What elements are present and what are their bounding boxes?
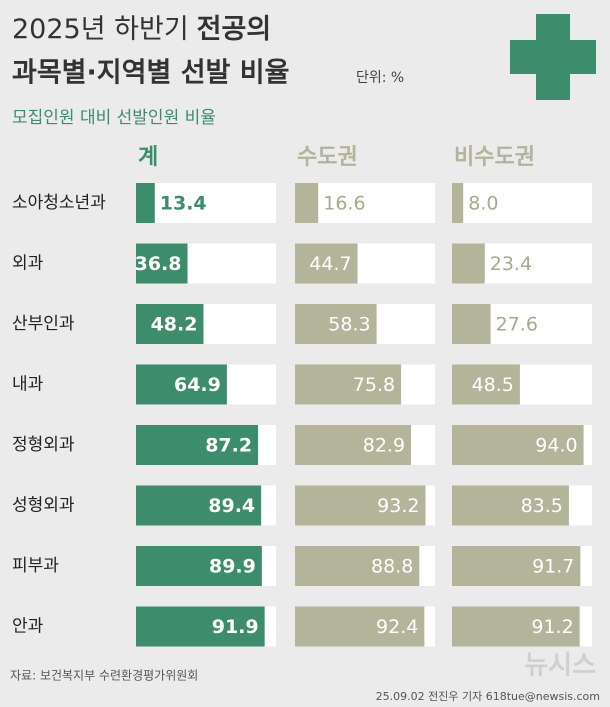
bar: [452, 606, 580, 647]
value-label: 16.6: [323, 193, 365, 215]
value-label: 64.9: [174, 374, 221, 396]
bar: [452, 485, 569, 526]
bar: [295, 304, 377, 344]
bar: [452, 364, 520, 405]
series-header: 계: [138, 145, 158, 170]
logo-cross: [510, 14, 596, 100]
value-label: 88.8: [371, 556, 413, 578]
category-label: 피부과: [12, 556, 59, 576]
value-label: 91.7: [532, 556, 574, 578]
value-label: 91.9: [212, 616, 259, 638]
bar-track: [295, 183, 435, 223]
value-label: 58.3: [328, 314, 370, 336]
category-label: 성형외과: [12, 496, 75, 516]
value-label: 83.5: [521, 495, 563, 517]
value-label: 82.9: [363, 435, 405, 457]
bar: [136, 606, 265, 647]
category-label: 정형외과: [12, 435, 75, 455]
value-label: 44.7: [309, 253, 351, 275]
bar: [295, 243, 358, 284]
bar: [136, 364, 227, 405]
bar: [295, 606, 425, 647]
title-light: 2025년 하반기: [12, 14, 189, 45]
category-label: 내과: [12, 375, 44, 395]
source: 자료: 보건복지부 수련환경평가위원회: [10, 669, 198, 683]
bar: [136, 485, 262, 526]
value-label: 27.6: [496, 314, 538, 336]
category-label: 안과: [12, 617, 44, 637]
value-label: 87.2: [205, 435, 252, 457]
bar-track: [136, 183, 276, 223]
credit: 25.09.02 전진우 기자 618tue@newsis.com: [376, 690, 600, 703]
bar: [452, 425, 584, 465]
bar: [452, 546, 581, 586]
bar: [136, 425, 259, 465]
bar: [295, 546, 420, 586]
cross-horizontal: [510, 40, 596, 74]
value-label: 13.4: [160, 193, 207, 215]
bar: [136, 183, 155, 223]
unit: 단위: %: [356, 70, 404, 86]
bar: [295, 485, 426, 526]
bar: [452, 304, 491, 344]
chart-title: 2025년 하반기 전공의: [12, 14, 271, 45]
value-label: 93.2: [377, 495, 419, 517]
bar: [452, 183, 464, 223]
value-label: 48.5: [472, 374, 514, 396]
bar: [295, 364, 402, 405]
value-label: 91.2: [531, 616, 573, 638]
bar: [136, 243, 188, 284]
value-label: 89.9: [209, 556, 256, 578]
value-label: 36.8: [135, 253, 182, 275]
chart-title-line2: 과목별·지역별 선발 비율: [12, 58, 289, 89]
value-label: 94.0: [535, 435, 577, 457]
bar-track: [452, 183, 592, 223]
bar: [136, 546, 262, 586]
title-bold: 전공의: [197, 14, 272, 45]
value-label: 89.4: [208, 495, 255, 517]
value-label: 23.4: [490, 253, 532, 275]
value-label: 8.0: [468, 193, 498, 215]
category-label: 외과: [12, 254, 44, 274]
bar: [295, 183, 319, 223]
value-label: 75.8: [353, 374, 395, 396]
value-label: 48.2: [151, 314, 198, 336]
series-header: 수도권: [297, 145, 358, 170]
series-header: 비수도권: [454, 145, 535, 170]
category-label: 산부인과: [12, 314, 75, 334]
category-label: 소아청소년과: [12, 193, 106, 213]
bar: [452, 243, 485, 284]
subtitle: 모집인원 대비 선발인원 비율: [12, 108, 216, 128]
bar: [136, 304, 204, 344]
logo: 뉴시스: [524, 651, 596, 681]
value-label: 92.4: [376, 616, 418, 638]
bar: [295, 425, 412, 465]
